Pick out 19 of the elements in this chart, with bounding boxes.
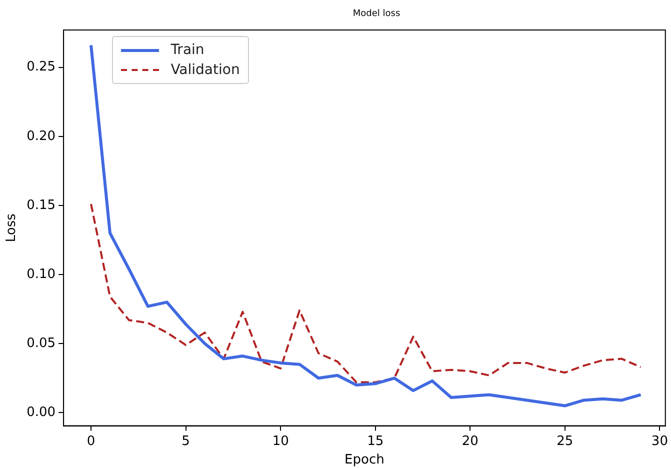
line-series xyxy=(90,203,642,384)
x-axis-title: Epoch xyxy=(344,452,384,468)
x-tick-label: 30 xyxy=(651,434,668,449)
x-tick-label: 25 xyxy=(556,434,574,449)
legend-label: Validation xyxy=(170,62,240,78)
chart-title: Model loss xyxy=(352,9,402,19)
x-tick-label: 20 xyxy=(462,434,478,449)
x-tick-label: 10 xyxy=(272,434,289,449)
y-tick-label: 0.25 xyxy=(26,60,56,75)
x-tick-label: 15 xyxy=(367,434,384,449)
y-tick-label: 0.15 xyxy=(26,198,56,213)
legend-label: Train xyxy=(170,42,204,58)
y-axis-title: Loss xyxy=(4,213,20,242)
y-tick-label: 0.20 xyxy=(26,128,56,144)
y-tick-label: 0.10 xyxy=(26,266,56,282)
y-tick-label: 0.05 xyxy=(26,336,56,351)
x-tick-label: 0 xyxy=(86,434,96,449)
x-tick-label: 5 xyxy=(182,434,190,449)
y-tick-label: 0.00 xyxy=(26,405,56,420)
